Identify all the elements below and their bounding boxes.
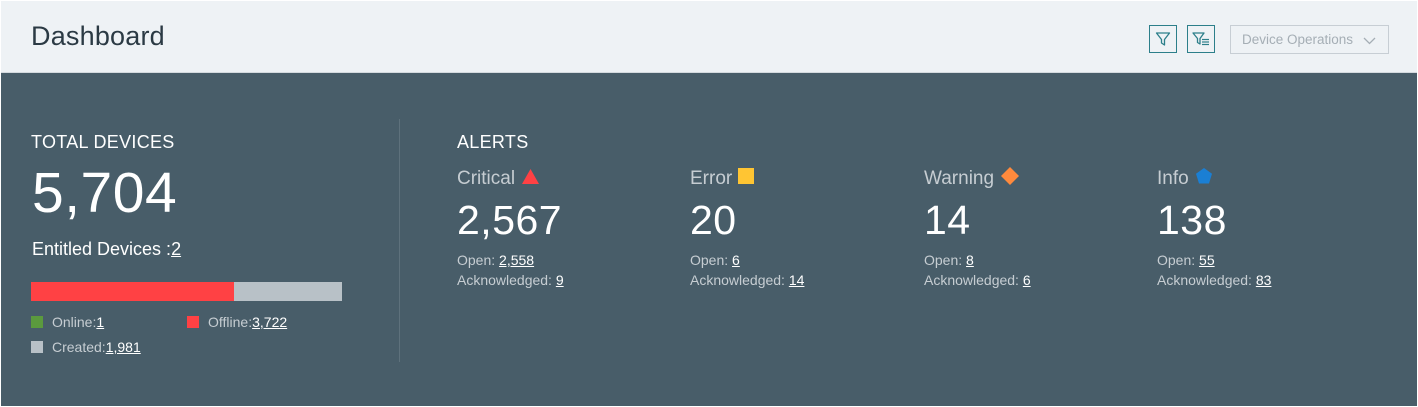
error-open-label: Open: [690, 252, 729, 268]
chevron-down-icon [1363, 34, 1376, 49]
critical-ack-label: Acknowledged: [457, 272, 552, 288]
critical-count: 2,567 [457, 197, 563, 243]
device-operations-dropdown[interactable]: Device Operations [1230, 25, 1389, 54]
created-label: Created: [52, 339, 106, 355]
offline-swatch [187, 316, 199, 328]
offline-label: Offline: [208, 314, 253, 330]
error-open-link[interactable]: 6 [732, 252, 740, 268]
critical-open-link[interactable]: 2,558 [499, 252, 535, 268]
critical-label-text: Critical [457, 168, 516, 189]
triangle-icon [521, 168, 540, 191]
error-details: Open: 6 Acknowledged: 14 [690, 250, 910, 290]
error-label-text: Error [690, 168, 733, 189]
warning-ack-label: Acknowledged: [924, 272, 1019, 288]
legend-online: Online: 1 [31, 314, 104, 330]
filter-list-icon [1192, 31, 1210, 47]
alert-error-label: Error [690, 168, 910, 190]
critical-ack-link[interactable]: 9 [555, 272, 564, 288]
warning-count: 14 [924, 197, 971, 243]
total-devices-value: 5,704 [32, 161, 178, 225]
error-ack-link[interactable]: 14 [788, 272, 805, 288]
total-devices-title: TOTAL DEVICES [31, 132, 175, 152]
info-ack-label: Acknowledged: [1157, 272, 1252, 288]
error-ack-label: Acknowledged: [690, 272, 785, 288]
warning-details: Open: 8 Acknowledged: 6 [924, 250, 1144, 290]
online-count-link[interactable]: 1 [96, 314, 105, 330]
summary-panel: TOTAL DEVICES 5,704 Entitled Devices :2 … [1, 73, 1417, 406]
alert-error: Error 20 Open: 6 Acknowledged: 14 [690, 168, 910, 290]
entitled-devices: Entitled Devices :2 [32, 239, 181, 260]
created-count-link[interactable]: 1,981 [105, 339, 141, 355]
alert-info-label: Info [1157, 168, 1377, 190]
alert-critical-label: Critical [457, 168, 677, 190]
offline-count-link[interactable]: 3,722 [252, 314, 288, 330]
alert-critical: Critical 2,567 Open: 2,558 Acknowledged:… [457, 168, 677, 290]
offline-bar-segment [31, 282, 234, 301]
section-divider [399, 119, 400, 362]
warning-open-label: Open: [924, 252, 963, 268]
alerts-title: ALERTS [457, 132, 529, 152]
critical-details: Open: 2,558 Acknowledged: 9 [457, 250, 677, 290]
page-header: Dashboard Device Operations [1, 1, 1417, 73]
device-status-bar [31, 282, 342, 301]
square-icon [738, 168, 755, 190]
entitled-devices-link[interactable]: 2 [171, 239, 182, 259]
alert-warning: Warning 14 Open: 8 Acknowledged: 6 [924, 166, 1144, 290]
warning-ack-link[interactable]: 6 [1022, 272, 1031, 288]
error-count: 20 [690, 197, 737, 243]
info-details: Open: 55 Acknowledged: 83 [1157, 250, 1377, 290]
info-label-text: Info [1157, 168, 1189, 189]
info-count: 138 [1157, 197, 1227, 243]
filter-icon [1155, 31, 1171, 47]
created-swatch [31, 341, 43, 353]
warning-open-link[interactable]: 8 [966, 252, 974, 268]
critical-open-label: Open: [457, 252, 496, 268]
legend-offline: Offline: 3,722 [187, 314, 287, 330]
entitled-devices-label: Entitled Devices : [32, 239, 172, 259]
info-open-label: Open: [1157, 252, 1196, 268]
device-operations-label: Device Operations [1242, 32, 1354, 47]
filter-button[interactable] [1149, 25, 1177, 53]
online-label: Online: [52, 314, 97, 330]
diamond-icon [1000, 166, 1020, 192]
online-swatch [31, 316, 43, 328]
page-title: Dashboard [31, 21, 165, 51]
alert-warning-label: Warning [924, 166, 1144, 192]
info-ack-link[interactable]: 83 [1255, 272, 1272, 288]
warning-label-text: Warning [924, 168, 995, 189]
legend-created: Created: 1,981 [31, 339, 141, 355]
info-open-link[interactable]: 55 [1199, 252, 1215, 268]
filter-list-button[interactable] [1187, 25, 1215, 53]
alert-info: Info 138 Open: 55 Acknowledged: 83 [1157, 168, 1377, 290]
pentagon-icon [1195, 167, 1213, 191]
